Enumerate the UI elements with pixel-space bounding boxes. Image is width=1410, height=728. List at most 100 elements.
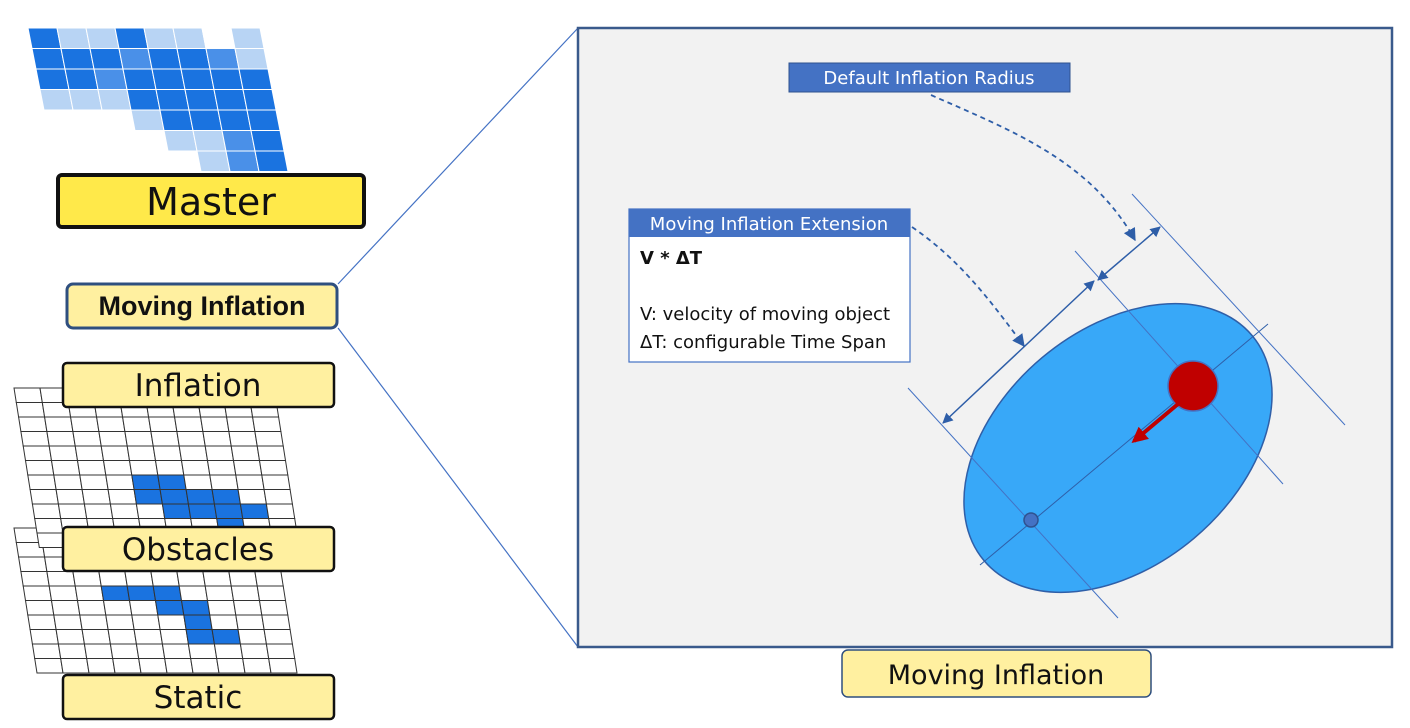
default-radius-pointer	[930, 94, 1136, 242]
grid-cell	[74, 585, 105, 601]
grid-cell	[196, 150, 231, 172]
grid-cell	[190, 658, 220, 674]
grid-cell	[246, 109, 281, 131]
grid-cell	[64, 68, 99, 90]
grid-cell	[185, 489, 215, 505]
grid-cell	[102, 600, 133, 616]
grid-cell	[230, 585, 261, 601]
inflation-label-box	[61, 361, 336, 409]
grid-cell	[254, 571, 284, 587]
grid-cell	[188, 109, 223, 131]
grid-cell	[27, 614, 57, 630]
grid-cell	[184, 89, 219, 111]
grid-cell	[96, 416, 126, 432]
grid-cell	[51, 150, 86, 172]
grid-cell	[263, 489, 293, 505]
grid-cell	[178, 585, 209, 601]
grid-cell	[81, 629, 111, 645]
grid-cell	[159, 629, 189, 645]
grid-cell	[176, 571, 206, 587]
grid-cell	[93, 68, 128, 90]
grid-cell	[242, 89, 277, 111]
grid-cell	[46, 571, 76, 587]
grid-cell	[76, 600, 107, 616]
grid-cell	[143, 27, 178, 49]
moving-object-robot	[1167, 360, 1219, 412]
grid-cell	[230, 27, 265, 49]
grid-cell	[55, 489, 85, 505]
grid-cell	[138, 658, 168, 674]
grid-cell	[238, 68, 273, 90]
grid-cell	[56, 27, 91, 49]
grid-cell	[211, 629, 241, 645]
grid-cell	[150, 571, 180, 587]
grid-cell	[148, 416, 178, 432]
grid-cell	[47, 130, 82, 152]
grid-cell	[157, 614, 187, 630]
obstacles-label-box	[61, 525, 336, 573]
grid-cell	[235, 614, 265, 630]
origin-point	[1023, 512, 1039, 528]
grid-cell	[209, 474, 239, 490]
grid-cell	[22, 585, 53, 601]
grid-cell	[98, 431, 128, 447]
timespan-description: ΔT: configurable Time Span	[640, 332, 886, 353]
grid-cell	[80, 150, 115, 172]
grid-cell	[225, 150, 260, 172]
grid-cell	[83, 503, 114, 519]
grid-cell	[239, 643, 270, 659]
grid-cell	[154, 600, 185, 616]
grid-cell	[172, 27, 207, 49]
grid-cell	[213, 643, 244, 659]
grid-cell	[135, 503, 166, 519]
grid-cell	[53, 474, 83, 490]
grid-cell	[53, 614, 83, 630]
grid-cell	[124, 431, 154, 447]
radius-dimension-arrow	[1097, 226, 1161, 281]
grid-cell	[105, 130, 140, 152]
grid-cell	[256, 445, 287, 461]
grid-cell	[126, 445, 157, 461]
grid-cell	[126, 89, 161, 111]
grid-cell	[107, 489, 137, 505]
grid-cell	[102, 460, 133, 476]
grid-cell	[13, 387, 43, 403]
grid-cell	[176, 48, 211, 70]
grid-cell	[48, 445, 79, 461]
grid-cell	[105, 614, 135, 630]
grid-cell	[187, 643, 218, 659]
grid-cell	[202, 431, 232, 447]
grid-cell	[209, 68, 244, 90]
grid-cell	[176, 431, 206, 447]
grid-cell	[155, 89, 190, 111]
grid-cell	[131, 474, 161, 490]
grid-cell	[72, 431, 102, 447]
grid-cell	[135, 643, 166, 659]
grid-cell	[261, 614, 291, 630]
grid-cell	[235, 474, 265, 490]
grid-cell	[234, 48, 269, 70]
grid-cell	[55, 629, 85, 645]
grid-cell	[254, 150, 289, 172]
grid-cell	[128, 600, 159, 616]
obstacles-label: Obstacles	[122, 532, 274, 568]
grid-cell	[79, 474, 109, 490]
grid-cell	[74, 445, 105, 461]
extension-formula: V * ΔT	[640, 248, 703, 269]
grid-cell	[76, 460, 107, 476]
grid-cell	[50, 460, 81, 476]
grid-cell	[18, 416, 48, 432]
grid-cell	[258, 460, 289, 476]
grid-cell	[34, 518, 64, 534]
grid-cell	[131, 614, 161, 630]
caption-box	[841, 649, 1152, 698]
grid-cell	[97, 89, 132, 111]
grid-cell	[107, 629, 137, 645]
grid-cell	[31, 503, 62, 519]
grid-cell	[237, 489, 267, 505]
grid-cell	[157, 474, 187, 490]
grid-cell	[232, 460, 263, 476]
grid-cell	[57, 503, 88, 519]
grid-cell	[60, 658, 90, 674]
grid-cell	[35, 68, 70, 90]
